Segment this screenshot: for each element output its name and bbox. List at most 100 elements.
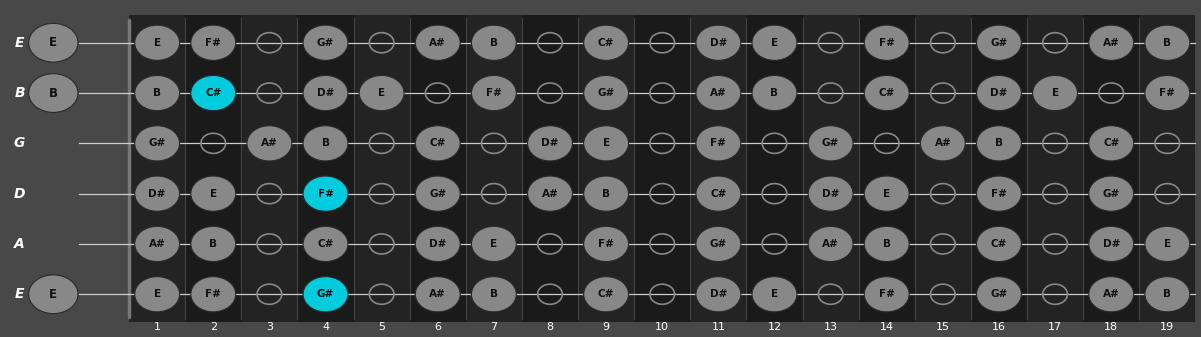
Text: F#: F# [879,38,895,48]
Text: F#: F# [205,38,221,48]
Ellipse shape [303,226,348,262]
Text: G: G [14,136,25,150]
Text: D#: D# [710,289,727,299]
Bar [746,15,802,322]
Text: C#: C# [205,88,221,98]
Text: B: B [994,139,1003,148]
Ellipse shape [584,226,628,262]
Text: G#: G# [710,239,727,249]
Text: A#: A# [261,139,277,148]
Text: C#: C# [1103,139,1119,148]
Ellipse shape [865,277,909,312]
Ellipse shape [135,176,180,211]
Bar [129,15,185,322]
Ellipse shape [29,74,78,113]
Text: E: E [490,239,497,249]
Text: G#: G# [429,189,447,198]
Ellipse shape [1145,226,1190,262]
Text: B: B [49,87,58,99]
Text: B: B [14,86,25,100]
Text: F#: F# [879,289,895,299]
Ellipse shape [527,176,573,211]
Ellipse shape [303,126,348,161]
Ellipse shape [191,25,235,60]
Ellipse shape [29,23,78,62]
Ellipse shape [472,226,516,262]
Ellipse shape [247,126,292,161]
Ellipse shape [303,277,348,312]
Ellipse shape [1145,75,1190,111]
Text: E: E [603,139,610,148]
Text: C#: C# [317,239,334,249]
Text: C#: C# [430,139,446,148]
Text: A#: A# [430,38,446,48]
Ellipse shape [584,277,628,312]
Text: B: B [154,88,161,98]
Ellipse shape [303,75,348,111]
Ellipse shape [416,126,460,161]
Ellipse shape [584,75,628,111]
Text: A#: A# [1103,38,1119,48]
Text: G#: G# [597,88,615,98]
Ellipse shape [416,176,460,211]
Ellipse shape [135,25,180,60]
Text: G#: G# [317,38,334,48]
Ellipse shape [191,75,235,111]
Text: 12: 12 [767,322,782,332]
Ellipse shape [584,126,628,161]
Text: G#: G# [149,139,166,148]
Text: E: E [1164,239,1171,249]
Text: D#: D# [149,189,166,198]
Text: 8: 8 [546,322,554,332]
Ellipse shape [695,75,741,111]
Ellipse shape [1145,25,1190,60]
Text: E: E [154,38,161,48]
Text: A#: A# [710,88,727,98]
Ellipse shape [695,25,741,60]
Text: A#: A# [149,239,166,249]
Text: F#: F# [1159,88,1176,98]
Ellipse shape [865,226,909,262]
Ellipse shape [135,75,180,111]
Ellipse shape [584,176,628,211]
Ellipse shape [695,226,741,262]
Ellipse shape [695,126,741,161]
Text: 13: 13 [824,322,837,332]
Text: B: B [602,189,610,198]
Ellipse shape [191,176,235,211]
Bar [634,15,691,322]
Text: D#: D# [1103,239,1119,249]
Text: C#: C# [879,88,895,98]
Text: 4: 4 [322,322,329,332]
Ellipse shape [976,25,1021,60]
Text: E: E [14,287,24,301]
Text: 7: 7 [490,322,497,332]
Ellipse shape [976,176,1021,211]
Text: E: E [1052,88,1058,98]
Ellipse shape [135,277,180,312]
Bar [241,15,298,322]
Text: F#: F# [598,239,614,249]
Ellipse shape [472,277,516,312]
Ellipse shape [416,277,460,312]
Text: C#: C# [710,189,727,198]
Bar [353,15,410,322]
Bar [578,15,634,322]
Text: D#: D# [542,139,558,148]
Text: 16: 16 [992,322,1006,332]
Bar [915,15,970,322]
Ellipse shape [1089,126,1134,161]
Ellipse shape [191,277,235,312]
Text: F#: F# [486,88,502,98]
Bar [691,15,746,322]
Bar [522,15,578,322]
Text: G#: G# [1103,189,1119,198]
Ellipse shape [1145,277,1190,312]
Bar [129,15,1195,322]
Text: A#: A# [823,239,839,249]
Ellipse shape [808,226,853,262]
Text: E: E [771,38,778,48]
Ellipse shape [976,126,1021,161]
Text: D#: D# [710,38,727,48]
Bar [185,15,241,322]
